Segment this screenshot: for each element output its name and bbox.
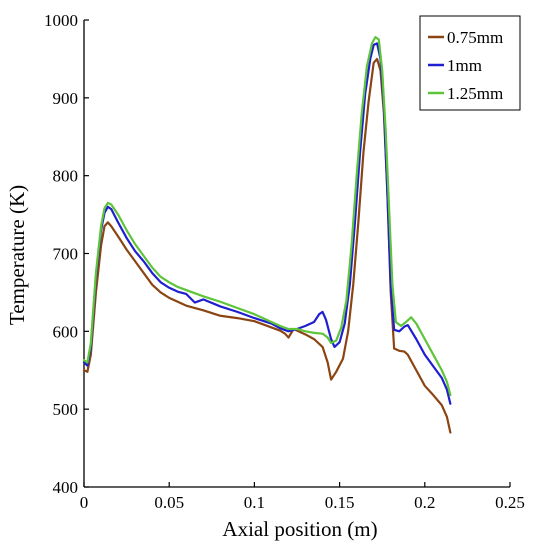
x-tick-label: 0.2 xyxy=(414,493,435,512)
legend-box xyxy=(419,15,521,111)
y-tick-label: 400 xyxy=(53,478,79,497)
series-line-2 xyxy=(82,42,452,405)
y-tick-label: 900 xyxy=(53,89,79,108)
y-tick-label: 500 xyxy=(53,400,79,419)
legend-label-2: 1mm xyxy=(447,56,482,75)
legend-label-3: 1.25mm xyxy=(447,84,503,103)
y-axis-title: Temperature (K) xyxy=(5,185,29,325)
y-tick-label: 1000 xyxy=(44,11,78,30)
y-tick-label: 800 xyxy=(53,167,79,186)
series-line-1 xyxy=(82,57,452,434)
y-tick-label: 600 xyxy=(53,322,79,341)
x-tick-label: 0.05 xyxy=(154,493,184,512)
y-axis-ticks: 400 500 600 700 800 900 1000 xyxy=(44,11,89,497)
series-lines xyxy=(82,36,452,434)
legend-label-1: 0.75mm xyxy=(447,28,503,47)
x-tick-label: 0.15 xyxy=(325,493,355,512)
x-tick-label: 0 xyxy=(80,493,89,512)
x-tick-label: 0.1 xyxy=(244,493,265,512)
series-line-3 xyxy=(82,36,452,397)
y-tick-label: 700 xyxy=(53,245,79,264)
x-axis-ticks: 0 0.05 0.1 0.15 0.2 0.25 xyxy=(80,482,525,512)
legend: 0.75mm 1mm 1.25mm xyxy=(419,15,521,111)
x-tick-label: 0.25 xyxy=(495,493,525,512)
x-axis-title: Axial position (m) xyxy=(222,517,377,541)
legend-items: 0.75mm 1mm 1.25mm xyxy=(428,28,503,103)
